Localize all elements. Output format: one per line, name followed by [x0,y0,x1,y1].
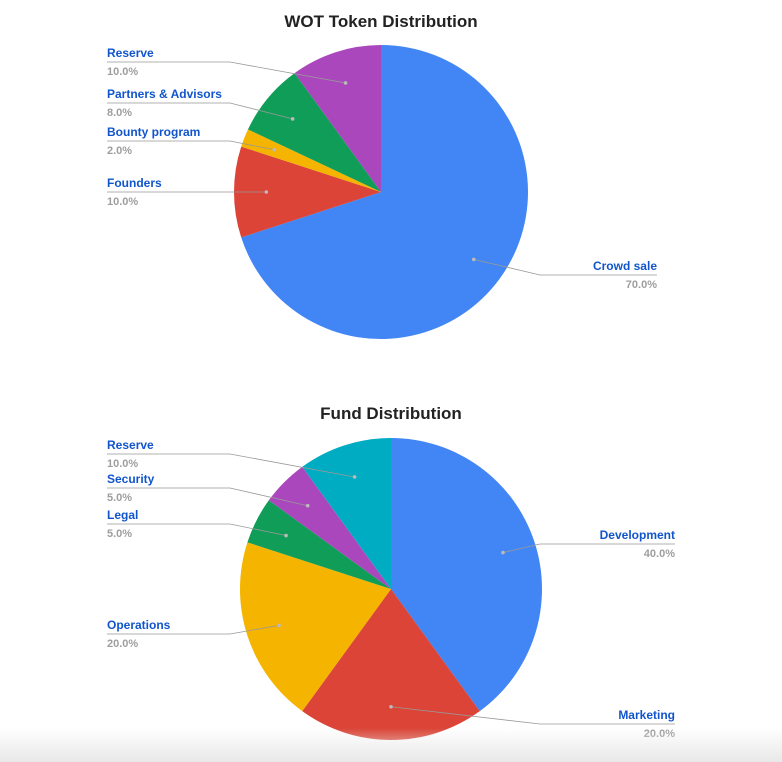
slice-value-label: 2.0% [107,145,132,157]
pie-slice [302,438,391,589]
pie-slice [247,73,381,192]
slice-label: Partners & Advisors [107,87,222,101]
leader-dot [277,623,281,628]
leader-line [107,140,275,151]
leader-line [107,487,308,507]
slice-label: Reserve [107,438,154,452]
leader-dot [284,533,288,538]
pie-slice [241,45,528,339]
pie-slice [241,129,381,192]
leader-line [107,625,280,635]
pie-slice [234,146,381,238]
slice-value-label: 10.0% [107,66,138,78]
leader-dot [389,704,393,709]
leader-line [107,102,293,120]
bottom-fade [0,728,782,762]
pie-slice [240,542,391,712]
slice-label: Operations [107,618,171,632]
chart-title: Fund Distribution [320,404,462,423]
slice-value-label: 5.0% [107,528,132,540]
leader-dot [501,550,505,555]
slice-value-label: 40.0% [644,548,675,560]
pie-slice [268,466,391,589]
leader-dot [272,147,277,152]
leader-dot [343,81,348,85]
slice-label: Legal [107,508,138,522]
leader-line [107,61,346,84]
leader-dot [352,475,357,479]
chart-title: WOT Token Distribution [284,12,477,31]
slice-label: Founders [107,176,162,190]
leader-dot [264,190,269,194]
pie-slice [391,438,542,712]
leader-dot [471,257,476,262]
pie-slice [302,589,480,740]
slice-label: Development [600,528,675,542]
slice-value-label: 10.0% [107,458,138,470]
slice-label: Bounty program [107,125,200,139]
leader-line [502,543,675,553]
slice-value-label: 5.0% [107,492,132,504]
slice-value-label: 20.0% [107,638,138,650]
slice-value-label: 10.0% [107,196,138,208]
slice-label: Reserve [107,46,154,60]
leader-line [473,259,657,276]
slice-label: Security [107,472,155,486]
slice-label: Crowd sale [593,259,657,273]
slice-value-label: 8.0% [107,107,132,119]
leader-line [107,453,355,478]
leader-dot [290,117,295,121]
leader-line [107,523,287,536]
slice-label: Marketing [618,708,675,722]
leader-dot [305,503,310,508]
pie-slice [294,45,381,192]
pie-slice [247,500,391,589]
slice-value-label: 70.0% [626,279,657,291]
leader-line [390,706,675,725]
